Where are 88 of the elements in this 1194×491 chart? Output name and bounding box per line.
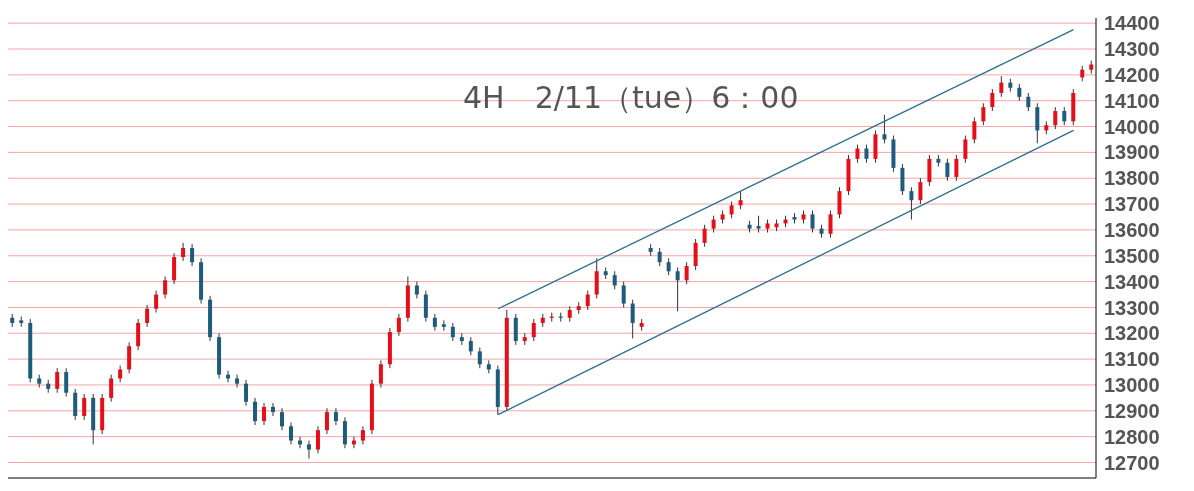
candlestick bbox=[810, 210, 815, 233]
candlestick bbox=[432, 313, 437, 332]
candlestick bbox=[181, 242, 186, 262]
candlestick bbox=[468, 336, 473, 356]
y-tick-label: 12900 bbox=[1104, 399, 1160, 422]
candlestick bbox=[396, 313, 401, 337]
y-tick-label: 13400 bbox=[1104, 270, 1160, 293]
candlestick bbox=[954, 154, 959, 182]
y-tick-label: 12700 bbox=[1104, 451, 1160, 474]
candlestick bbox=[855, 144, 860, 164]
candlestick bbox=[882, 114, 887, 144]
candlestick bbox=[271, 402, 276, 417]
candlestick bbox=[702, 224, 707, 248]
candlestick bbox=[972, 116, 977, 144]
candlestick bbox=[909, 186, 914, 221]
candlestick bbox=[235, 374, 240, 389]
candlestick bbox=[1062, 106, 1067, 126]
candlestick bbox=[657, 247, 662, 267]
candlestick bbox=[288, 421, 293, 445]
y-tick-label: 14000 bbox=[1104, 115, 1160, 138]
candlestick bbox=[423, 290, 428, 323]
y-tick-label: 14300 bbox=[1104, 38, 1160, 61]
candlestick bbox=[684, 261, 689, 285]
candlestick bbox=[981, 102, 986, 126]
y-tick-label: 13800 bbox=[1104, 167, 1160, 190]
y-tick-label: 13500 bbox=[1104, 244, 1160, 267]
y-tick-label: 14200 bbox=[1104, 63, 1160, 86]
y-tick-label: 14400 bbox=[1104, 12, 1160, 35]
candlestick bbox=[1053, 106, 1058, 130]
y-tick-label: 12800 bbox=[1104, 425, 1160, 448]
candlestick bbox=[450, 322, 455, 342]
candlestick bbox=[477, 346, 482, 369]
candlestick bbox=[324, 407, 329, 435]
candlestick bbox=[918, 177, 923, 205]
y-tick-label: 13000 bbox=[1104, 374, 1160, 397]
candlestick bbox=[612, 270, 617, 290]
candlestick bbox=[244, 379, 249, 407]
candlestick bbox=[55, 367, 60, 394]
y-tick-label: 13200 bbox=[1104, 322, 1160, 345]
candlestick bbox=[378, 359, 383, 389]
y-tick-label: 13900 bbox=[1104, 141, 1160, 164]
candlestick bbox=[190, 243, 195, 267]
candlestick bbox=[585, 290, 590, 311]
candlestick bbox=[531, 318, 536, 342]
candlestick bbox=[927, 154, 932, 187]
candlestick bbox=[441, 319, 446, 332]
candlestick bbox=[64, 367, 69, 398]
candlestick bbox=[127, 341, 132, 374]
candlestick bbox=[990, 88, 995, 112]
candlestick bbox=[513, 313, 518, 346]
candlestick bbox=[837, 186, 842, 219]
candlestick bbox=[315, 425, 320, 454]
candlestick bbox=[963, 135, 968, 164]
candlestick bbox=[945, 158, 950, 182]
candlestick bbox=[82, 393, 87, 421]
candlestick bbox=[306, 440, 311, 460]
candlestick bbox=[145, 304, 150, 328]
candlestick bbox=[621, 281, 626, 308]
candlestick bbox=[738, 190, 743, 210]
candlestick bbox=[693, 238, 698, 271]
candlestick bbox=[262, 402, 267, 426]
candlestick bbox=[73, 388, 78, 421]
y-tick-label: 13300 bbox=[1104, 296, 1160, 319]
candlestick bbox=[136, 318, 141, 351]
candlestick bbox=[226, 370, 231, 383]
y-tick-label: 13600 bbox=[1104, 219, 1160, 242]
candlestick bbox=[172, 252, 177, 285]
candlestick bbox=[999, 75, 1004, 98]
candlestick bbox=[864, 144, 869, 164]
candlestick bbox=[154, 290, 159, 314]
candlestick bbox=[342, 416, 347, 449]
candlestick bbox=[163, 275, 168, 299]
candlestick bbox=[253, 397, 258, 426]
candlestick bbox=[1026, 92, 1031, 112]
candlestick bbox=[360, 425, 365, 445]
y-tick-label: 14100 bbox=[1104, 89, 1160, 112]
y-tick-label: 13700 bbox=[1104, 193, 1160, 216]
candlestick bbox=[333, 407, 338, 426]
candlestick bbox=[630, 299, 635, 339]
candlestick bbox=[675, 266, 680, 312]
text: 4H 2/11（tue）6：00 bbox=[463, 79, 799, 117]
candlestick bbox=[280, 407, 284, 431]
candlestick bbox=[594, 257, 599, 299]
y-tick-label: 13100 bbox=[1104, 348, 1160, 371]
candlestick bbox=[1035, 102, 1040, 144]
candlestick bbox=[109, 374, 114, 403]
candlestick bbox=[900, 163, 905, 196]
candlestick bbox=[828, 210, 833, 239]
